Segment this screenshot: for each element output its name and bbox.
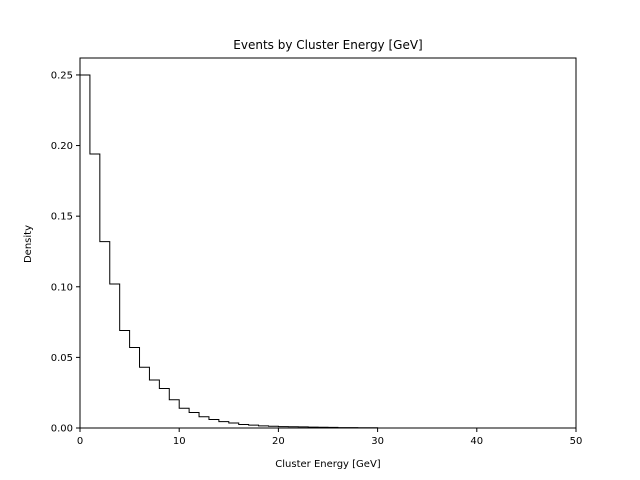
- y-tick-label: 0.25: [51, 70, 73, 81]
- x-axis-label: Cluster Energy [GeV]: [275, 459, 381, 470]
- x-axis-ticks: 0 10 20 30 40 50: [77, 428, 583, 447]
- chart-title: Events by Cluster Energy [GeV]: [233, 38, 422, 52]
- y-tick-label: 0.20: [51, 141, 73, 152]
- y-axis-label: Density: [23, 225, 34, 263]
- histogram-step-line: [79, 74, 379, 429]
- x-tick-label: 0: [77, 436, 83, 447]
- x-tick-label: 50: [570, 436, 583, 447]
- plot-area: [79, 74, 379, 429]
- y-tick-label: 0.15: [51, 212, 73, 223]
- x-tick-label: 40: [470, 436, 483, 447]
- x-tick-label: 30: [371, 436, 384, 447]
- plot-frame: [79, 57, 577, 429]
- y-tick-label: 0.00: [51, 424, 73, 435]
- x-tick-label: 10: [173, 436, 186, 447]
- y-tick-label: 0.05: [51, 353, 73, 364]
- x-tick-label: 20: [272, 436, 285, 447]
- y-tick-label: 0.10: [51, 282, 73, 293]
- y-axis-ticks: 0.00 0.05 0.10 0.15 0.20 0.25: [51, 70, 80, 435]
